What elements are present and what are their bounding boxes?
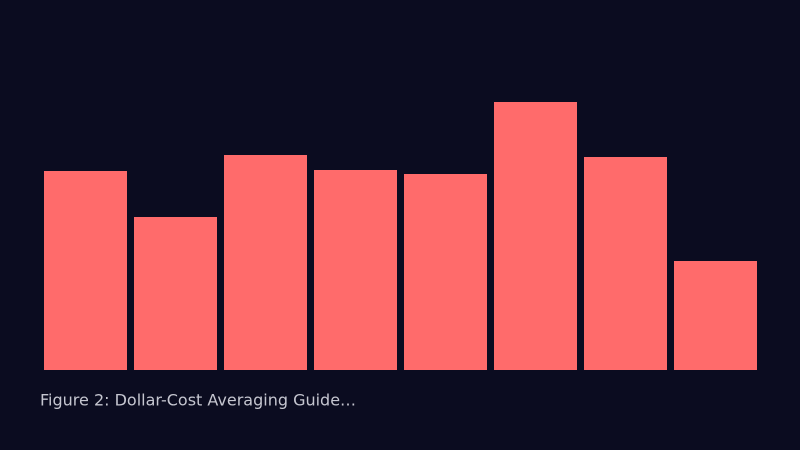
bar bbox=[584, 157, 667, 370]
bar bbox=[44, 171, 127, 370]
bar bbox=[494, 102, 577, 370]
bar bbox=[314, 170, 397, 370]
bar bbox=[674, 261, 757, 370]
chart-caption: Figure 2: Dollar-Cost Averaging Guide… bbox=[40, 391, 356, 410]
bar bbox=[134, 217, 217, 370]
bar bbox=[404, 174, 487, 370]
bar bbox=[224, 155, 307, 370]
